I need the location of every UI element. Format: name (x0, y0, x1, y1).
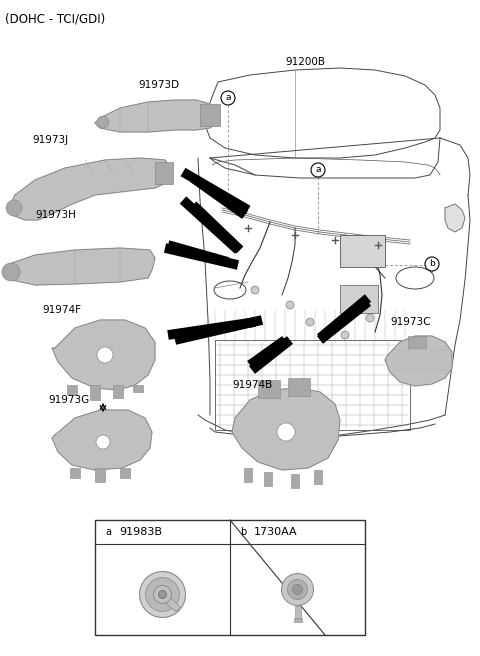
Text: (DOHC - TCI/GDI): (DOHC - TCI/GDI) (5, 12, 105, 25)
Text: a: a (105, 527, 111, 537)
Bar (264, 472, 272, 486)
Bar (113, 385, 123, 398)
Text: 91973C: 91973C (390, 317, 431, 327)
Bar (288, 378, 310, 396)
Polygon shape (385, 336, 452, 386)
Circle shape (145, 577, 180, 611)
Polygon shape (52, 410, 152, 470)
Bar (258, 380, 280, 398)
Text: 91974F: 91974F (42, 305, 81, 315)
Text: 91983B: 91983B (119, 527, 162, 537)
Polygon shape (8, 248, 155, 285)
Circle shape (366, 314, 374, 322)
Bar (200, 104, 220, 126)
Circle shape (6, 200, 22, 216)
Bar (293, 617, 301, 621)
Polygon shape (445, 204, 465, 232)
Bar (314, 470, 322, 484)
Bar (95, 468, 105, 482)
Circle shape (101, 525, 115, 539)
Text: 91973G: 91973G (48, 395, 89, 405)
Circle shape (154, 586, 171, 604)
Circle shape (158, 590, 167, 598)
Bar (133, 385, 143, 392)
Circle shape (306, 318, 314, 326)
Bar (408, 336, 426, 348)
Bar (67, 385, 77, 395)
Bar (291, 474, 299, 488)
Circle shape (286, 301, 294, 309)
Bar (295, 605, 300, 619)
Circle shape (2, 263, 20, 281)
Circle shape (97, 116, 109, 128)
Polygon shape (232, 388, 340, 470)
Text: a: a (315, 165, 321, 174)
Polygon shape (10, 158, 172, 220)
Bar (215, 340, 410, 430)
Circle shape (292, 584, 302, 594)
Bar (95, 520, 365, 635)
Bar (340, 285, 378, 313)
Text: 91974B: 91974B (232, 380, 272, 390)
Bar (244, 468, 252, 482)
Circle shape (251, 286, 259, 294)
Circle shape (97, 347, 113, 363)
Text: 1730AA: 1730AA (254, 527, 298, 537)
Circle shape (341, 331, 349, 339)
Text: 91973J: 91973J (32, 135, 68, 145)
Text: b: b (429, 260, 435, 268)
Circle shape (311, 163, 325, 177)
Text: 91973H: 91973H (35, 210, 76, 220)
Polygon shape (52, 320, 155, 390)
Bar (90, 385, 100, 400)
Text: b: b (240, 527, 246, 537)
Text: 91973D: 91973D (138, 80, 179, 90)
Circle shape (277, 423, 295, 441)
Text: 91200B: 91200B (285, 57, 325, 67)
Bar (155, 162, 173, 184)
Bar (70, 468, 80, 478)
Polygon shape (165, 594, 180, 611)
Bar (120, 468, 130, 478)
Circle shape (236, 525, 250, 539)
Bar (340, 235, 385, 267)
Circle shape (221, 91, 235, 105)
Circle shape (425, 257, 439, 271)
Circle shape (281, 573, 313, 605)
Circle shape (96, 435, 110, 449)
Circle shape (140, 571, 185, 617)
Polygon shape (95, 100, 220, 132)
Circle shape (288, 579, 308, 600)
Text: a: a (225, 94, 231, 102)
